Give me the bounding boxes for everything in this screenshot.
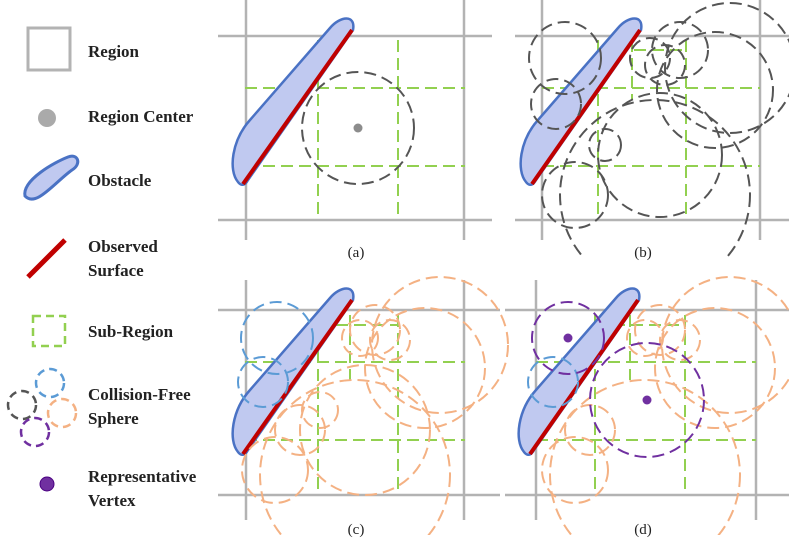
region-center xyxy=(353,123,363,133)
collision-free-spheres-purple xyxy=(531,301,705,458)
sphere-icon-gray xyxy=(6,389,38,421)
legend: Region Region Center Obstacle Observed S… xyxy=(6,26,197,510)
legend-label-vertex-2: Vertex xyxy=(88,491,136,510)
legend-label-observed-surface-2: Surface xyxy=(88,261,144,280)
legend-item-representative-vertex: Representative Vertex xyxy=(39,467,197,510)
obstacle xyxy=(231,17,355,186)
region-grid xyxy=(515,0,789,240)
legend-item-region: Region xyxy=(26,26,140,72)
collision-free-spheres-blue xyxy=(237,301,314,408)
panel-b: (b) xyxy=(515,0,789,261)
obstacle-icon xyxy=(23,154,80,201)
panel-a: (a) xyxy=(218,0,492,261)
panel-d: (d) xyxy=(505,276,789,538)
observed-surface-icon xyxy=(26,238,67,279)
legend-label-sphere-1: Collision-Free xyxy=(88,385,191,404)
observed-surface xyxy=(530,28,642,186)
sphere-icon-purple xyxy=(19,416,51,448)
panel-caption-c: (c) xyxy=(348,522,365,538)
region-icon xyxy=(26,26,72,72)
panel-c: (c) xyxy=(218,276,509,538)
sphere-icon-blue xyxy=(34,367,66,399)
obstacle xyxy=(231,287,355,456)
observed-surface xyxy=(241,28,354,186)
collision-free-spheres-orange xyxy=(241,276,509,535)
legend-label-vertex-1: Representative xyxy=(88,467,197,486)
sphere-icon-orange xyxy=(46,397,78,429)
legend-label-sphere-2: Sphere xyxy=(88,409,139,428)
legend-item-obstacle: Obstacle xyxy=(23,154,152,201)
collision-free-sphere xyxy=(301,71,415,185)
legend-label-observed-surface-1: Observed xyxy=(88,237,158,256)
legend-label-obstacle: Obstacle xyxy=(88,171,152,190)
sub-region-grid xyxy=(542,40,760,220)
legend-item-region-center: Region Center xyxy=(38,107,194,127)
observed-surface xyxy=(241,298,354,456)
legend-item-sphere: Collision-Free Sphere xyxy=(6,367,191,448)
representative-vertex-icon xyxy=(39,476,55,492)
collision-free-spheres-orange xyxy=(541,276,789,535)
legend-item-observed-surface: Observed Surface xyxy=(26,237,158,280)
region-center-icon xyxy=(38,109,56,127)
legend-item-sub-region: Sub-Region xyxy=(31,314,174,348)
representative-vertex xyxy=(563,333,573,343)
sub-region-icon xyxy=(31,314,67,348)
collision-free-spheres xyxy=(528,2,789,258)
representative-vertex xyxy=(642,395,652,405)
panel-caption-a: (a) xyxy=(348,245,365,261)
panel-caption-b: (b) xyxy=(634,245,652,261)
legend-label-sub-region: Sub-Region xyxy=(88,322,174,341)
observed-surface xyxy=(528,298,640,456)
legend-label-region: Region xyxy=(88,42,140,61)
legend-label-region-center: Region Center xyxy=(88,107,194,126)
region-grid xyxy=(218,0,492,240)
panel-caption-d: (d) xyxy=(634,522,652,538)
collision-free-spheres-blue xyxy=(527,356,579,408)
